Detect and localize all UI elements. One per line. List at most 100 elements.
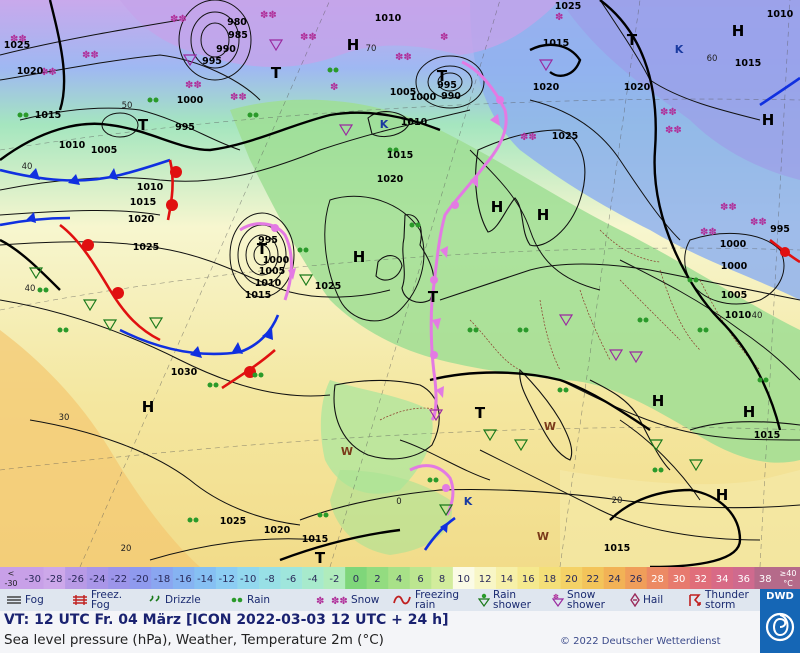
scale-swatch	[517, 567, 540, 589]
coast-iceland	[367, 111, 411, 138]
isobar-label: 995	[175, 122, 195, 133]
high-pressure-center: H	[142, 398, 155, 416]
scale-swatch	[582, 567, 604, 589]
legend-freezing-rain-label: Freezing rain	[415, 590, 459, 611]
scale-swatch	[302, 567, 324, 589]
temperature-label: 20	[612, 496, 623, 506]
legend-freezing-fog-line2: Fog	[91, 599, 110, 611]
isobar-label: 1025	[220, 516, 246, 527]
coast-turkey	[689, 421, 800, 431]
legend-snow-shower-line1: Snow	[567, 589, 596, 601]
legend-snow-shower-line2: shower	[567, 599, 605, 611]
coast-north-africa	[299, 488, 800, 521]
svg-text:✽: ✽	[553, 593, 559, 601]
scale-label: 32	[694, 574, 707, 585]
isobars-bold	[0, 0, 782, 567]
isobar-label: 1005	[259, 266, 285, 277]
legend-thunderstorm-line2: storm	[705, 599, 736, 611]
low-pressure-center: T	[138, 116, 149, 134]
thunderstorm-icon	[689, 594, 701, 606]
isobar-label: 1000	[720, 239, 747, 250]
legend-rain-shower: Rain shower	[478, 589, 531, 611]
isobar-label: 990	[216, 44, 236, 55]
legend-freezing-rain-line2: rain	[415, 599, 436, 611]
coast-ireland	[375, 255, 403, 281]
isobar-label: 1010	[59, 140, 86, 151]
low-pressure-center: T	[257, 240, 268, 258]
scale-swatch	[474, 567, 497, 589]
isobar-label: 1015	[543, 38, 569, 49]
warm-region-southwest	[0, 330, 200, 567]
isobar-label: 995	[258, 235, 278, 246]
temperature-label: 30	[59, 413, 70, 423]
isobar-label: 1015	[735, 58, 761, 69]
isobar-label: 1015	[302, 534, 328, 545]
scale-label: 36	[737, 574, 750, 585]
occlusion-symbols	[271, 96, 504, 492]
isobar-label: 1005	[390, 87, 416, 98]
fog-icon	[7, 596, 21, 604]
temperature-label: 40	[22, 162, 33, 172]
isobar-label: 1005	[721, 290, 747, 301]
rain-symbols	[17, 67, 769, 523]
temperature-labels: 50 70 60 40 40 30 40 20 20 0	[22, 44, 763, 554]
legend-snow-label: Snow	[351, 594, 380, 606]
svg-text:✽✽: ✽✽	[395, 52, 412, 63]
temperature-label: 40	[25, 284, 36, 294]
coast-continent	[439, 263, 800, 301]
high-pressure-center: H	[743, 403, 756, 421]
low-pressure-center: T	[437, 67, 448, 85]
high-pressure-center: H	[353, 248, 366, 266]
scale-swatch	[172, 567, 195, 589]
scale-low-bottom: -30	[4, 579, 17, 588]
svg-text:✽✽: ✽✽	[185, 80, 202, 91]
scale-swatch	[345, 567, 367, 589]
scale-swatch	[668, 567, 691, 589]
legend-snow-shower: ✽ Snow shower	[552, 589, 605, 611]
isobar-label: 1015	[245, 290, 271, 301]
scale-label: 6	[417, 574, 423, 585]
scale-swatch	[108, 567, 131, 589]
warm-region-africa	[560, 470, 800, 567]
legend-freezing-fog-line1: Freez.	[91, 589, 123, 601]
scale-label: 10	[457, 574, 470, 585]
svg-text:✽✽: ✽✽	[10, 34, 27, 45]
scale-label: 16	[522, 574, 535, 585]
svg-text:✽✽: ✽✽	[665, 125, 682, 136]
legend-drizzle-label: Drizzle	[165, 594, 201, 606]
svg-text:✽✽: ✽✽	[331, 596, 348, 607]
scale-label: 38	[759, 574, 772, 585]
scale-swatch	[452, 567, 475, 589]
isobar-label: 1025	[315, 281, 341, 292]
scale-cells: -30 -28 -26 -24 -22 -20 -18 -16 -14 -12 -10 -8 -6 -4-…	[22, 567, 777, 589]
scale-label: -4	[308, 574, 318, 585]
scale-swatch	[732, 567, 755, 589]
scale-label: -30	[25, 574, 41, 585]
high-pressure-center: H	[732, 22, 745, 40]
scale-swatch	[711, 567, 734, 589]
svg-text:✽✽: ✽✽	[660, 107, 677, 118]
scale-label: 12	[479, 574, 492, 585]
scale-label: -20	[132, 574, 148, 585]
scale-high-bottom: °C	[783, 579, 793, 588]
scale-label: -24	[89, 574, 105, 585]
isobar-label: 1010	[255, 278, 282, 289]
very-cold-region-north	[120, 0, 560, 67]
svg-text:✽✽: ✽✽	[40, 67, 57, 78]
coast-italy	[519, 368, 573, 461]
low-pressure-center: T	[428, 288, 439, 306]
isobar-label: 995	[202, 56, 222, 67]
dwd-logo[interactable]: DWD	[760, 589, 800, 653]
isobar-label: 1020	[624, 82, 651, 93]
svg-text:✽: ✽	[316, 596, 324, 607]
isobar-label: 1010	[137, 182, 164, 193]
legend-thunderstorm: Thunder storm	[688, 589, 749, 611]
scale-swatch	[409, 567, 432, 589]
isobar-label: 990	[441, 91, 461, 102]
isobar-label: 1015	[754, 430, 780, 441]
legend-rain-shower-line2: shower	[493, 599, 531, 611]
temperature-label: 70	[366, 44, 377, 54]
scale-label: 34	[716, 574, 729, 585]
cold-air-label: K	[464, 495, 473, 508]
rain-icon	[231, 597, 243, 603]
